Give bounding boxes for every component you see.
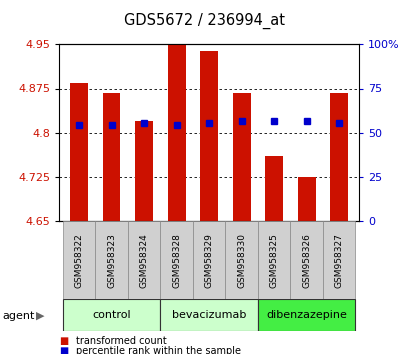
Bar [257,221,290,299]
Bar [160,299,257,331]
Text: GSM958326: GSM958326 [301,233,310,288]
Bar [330,93,347,221]
Bar [135,121,153,221]
Text: GSM958324: GSM958324 [139,233,148,287]
Text: bevacizumab: bevacizumab [171,310,246,320]
Bar [95,221,128,299]
Bar [192,221,225,299]
Bar [322,221,355,299]
Text: GDS5672 / 236994_at: GDS5672 / 236994_at [124,12,285,29]
Text: ▶: ▶ [36,311,44,321]
Text: GSM958323: GSM958323 [107,233,116,288]
Text: agent: agent [2,311,34,321]
Text: ■: ■ [59,346,69,354]
Bar [200,51,218,221]
Text: GSM958329: GSM958329 [204,233,213,288]
Text: dibenzazepine: dibenzazepine [265,310,346,320]
Text: GSM958330: GSM958330 [236,233,245,288]
Bar [63,299,160,331]
Text: GSM958328: GSM958328 [172,233,181,288]
Bar [102,93,120,221]
Bar [290,221,322,299]
Bar [128,221,160,299]
Text: GSM958322: GSM958322 [74,233,83,287]
Text: GSM958327: GSM958327 [334,233,343,288]
Bar [225,221,257,299]
Bar [232,93,250,221]
Text: transformed count: transformed count [76,336,166,346]
Text: ■: ■ [59,336,69,346]
Text: GSM958325: GSM958325 [269,233,278,288]
Bar [257,299,355,331]
Bar [167,44,185,221]
Text: percentile rank within the sample: percentile rank within the sample [76,346,240,354]
Bar [160,221,192,299]
Bar [297,177,315,221]
Bar [63,221,95,299]
Bar [70,82,88,221]
Text: control: control [92,310,130,320]
Bar [265,156,283,221]
